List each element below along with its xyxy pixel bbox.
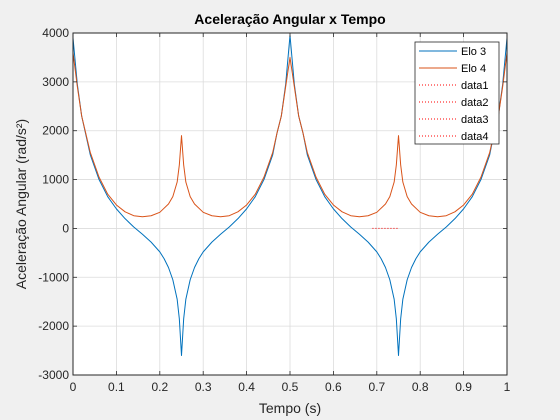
x-tick-label: 0.7 xyxy=(368,380,385,394)
x-tick-label: 0 xyxy=(70,380,77,394)
x-tick-label: 0.2 xyxy=(151,380,168,394)
x-tick-label: 0.1 xyxy=(108,380,125,394)
y-tick-label: 2000 xyxy=(42,124,69,138)
y-tick-label: 4000 xyxy=(42,26,69,40)
legend: Elo 3 Elo 4 data1 data2 data3 data4 xyxy=(414,41,500,145)
series-line-elo-4 xyxy=(72,52,508,218)
x-tick-label: 0.8 xyxy=(412,380,429,394)
legend-label: Elo 3 xyxy=(461,46,486,58)
ticks xyxy=(72,32,508,376)
x-axis-label: Tempo (s) xyxy=(259,400,321,416)
y-tick-label: 0 xyxy=(62,221,69,235)
x-tick-label: 0.9 xyxy=(455,380,472,394)
legend-label: data1 xyxy=(461,80,489,92)
y-tick-label: 1000 xyxy=(42,173,69,187)
legend-label: data3 xyxy=(461,114,489,126)
y-tick-label: -1000 xyxy=(38,270,69,284)
legend-box xyxy=(414,41,500,145)
y-tick-label: -3000 xyxy=(38,368,69,382)
y-axis-label: Aceleração Angular (rad/s²) xyxy=(13,119,29,289)
x-tick-label: 1 xyxy=(504,380,511,394)
y-tick-label: 3000 xyxy=(42,75,69,89)
y-tick-label: -2000 xyxy=(38,319,69,333)
x-tick-label: 0.4 xyxy=(238,380,255,394)
tick-labels: 0 0.1 0.2 0.3 0.4 0.5 0.6 0.7 0.8 0.9 1 -3000 -2000 -… xyxy=(38,26,510,394)
legend-label: data4 xyxy=(461,131,489,143)
series-line-elo-3 xyxy=(72,34,508,356)
legend-label: Elo 4 xyxy=(461,63,486,75)
legend-label: data2 xyxy=(461,97,489,109)
chart-title: Aceleração Angular x Tempo xyxy=(194,11,385,27)
x-tick-label: 0.5 xyxy=(282,380,299,394)
x-tick-label: 0.6 xyxy=(325,380,342,394)
series-layer xyxy=(72,34,508,356)
x-tick-label: 0.3 xyxy=(195,380,212,394)
